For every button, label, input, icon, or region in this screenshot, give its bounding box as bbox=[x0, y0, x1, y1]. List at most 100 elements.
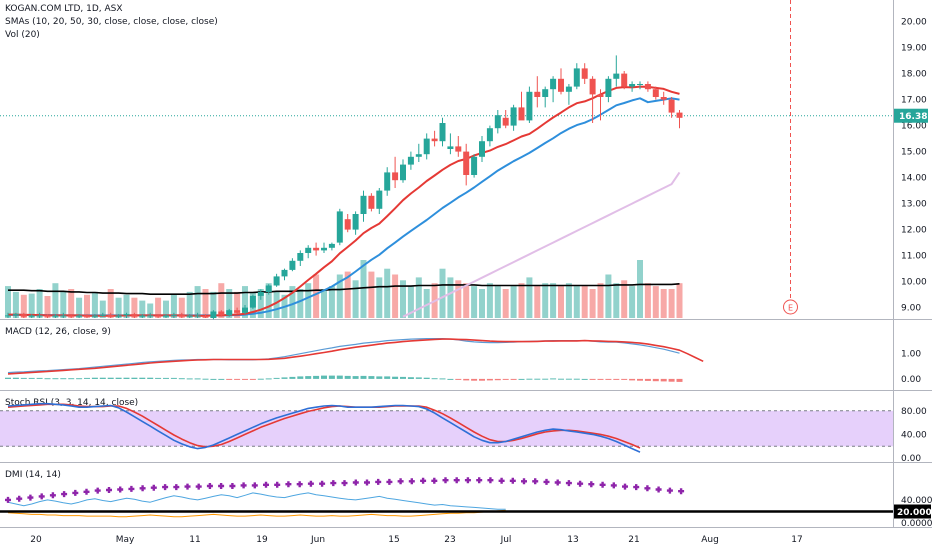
adx-plus-marker bbox=[218, 483, 225, 489]
macd-histogram-bar bbox=[676, 378, 683, 382]
dmi-tick-label: 40.0000 bbox=[901, 496, 932, 506]
volume-bar bbox=[202, 289, 209, 318]
macd-histogram-bar bbox=[273, 377, 280, 379]
volume-bar bbox=[210, 291, 217, 318]
macd-histogram-bar bbox=[352, 376, 359, 379]
macd-histogram-bar bbox=[597, 378, 604, 380]
stoch-tick-label: 40.00 bbox=[901, 430, 927, 440]
macd-histogram-bar bbox=[328, 375, 335, 379]
macd-histogram-bar bbox=[486, 378, 493, 381]
candle-body bbox=[644, 84, 651, 90]
sma20-line bbox=[8, 97, 680, 317]
x-axis-label: 17 bbox=[791, 535, 802, 545]
volume-bar bbox=[392, 274, 399, 318]
adx-plus-marker bbox=[94, 487, 101, 494]
candle-body bbox=[621, 73, 628, 87]
macd-histogram-bar bbox=[392, 376, 399, 379]
volume-bar bbox=[637, 260, 643, 318]
volume-bar bbox=[581, 286, 588, 318]
macd-histogram-bar bbox=[573, 378, 580, 380]
volume-bar bbox=[660, 289, 667, 318]
adx-plus-marker bbox=[195, 483, 202, 490]
adx-plus-marker bbox=[296, 481, 303, 488]
di-plus-line bbox=[7, 492, 506, 510]
macd-histogram-bar bbox=[257, 378, 264, 380]
candle-body bbox=[431, 138, 438, 142]
candle-body bbox=[91, 315, 98, 317]
candle-body bbox=[494, 115, 501, 129]
candle-body bbox=[257, 292, 264, 296]
volume-bar bbox=[28, 293, 35, 318]
candle-body bbox=[328, 243, 335, 248]
macd-histogram-bar bbox=[107, 377, 114, 379]
candle-body bbox=[210, 311, 217, 318]
candle-body bbox=[542, 89, 549, 97]
macd-histogram-bar bbox=[384, 376, 391, 379]
candle-body bbox=[534, 91, 541, 97]
price-tick-label: 17.00 bbox=[901, 96, 927, 106]
candle-body bbox=[234, 310, 241, 313]
volume-bar bbox=[131, 297, 138, 318]
price-tick-label: 19.00 bbox=[901, 44, 927, 54]
adx-plus-marker bbox=[16, 495, 23, 502]
volume-bar bbox=[573, 286, 580, 318]
macd-histogram-bar bbox=[99, 377, 106, 379]
volume-bar bbox=[502, 289, 509, 318]
adx-plus-marker bbox=[644, 485, 651, 492]
adx-plus-marker bbox=[206, 483, 213, 489]
adx-plus-marker bbox=[678, 488, 685, 495]
macd-histogram-bar bbox=[321, 375, 327, 379]
adx-plus-marker bbox=[240, 482, 247, 489]
price-tick-label: 15.00 bbox=[901, 148, 927, 158]
macd-histogram-bar bbox=[336, 375, 343, 379]
adx-plus-marker bbox=[622, 483, 628, 490]
macd-histogram-bar bbox=[305, 376, 312, 379]
volume-bar bbox=[439, 268, 446, 318]
candle-body bbox=[360, 195, 367, 214]
macd-signal-line bbox=[7, 338, 704, 375]
macd-histogram-bar bbox=[84, 377, 90, 379]
macd-histogram-bar bbox=[44, 378, 51, 380]
price-tick-label: 11.00 bbox=[901, 252, 927, 262]
adx-plus-marker bbox=[352, 479, 359, 486]
macd-histogram-bar bbox=[265, 378, 272, 380]
candle-body bbox=[115, 315, 122, 317]
candle-body bbox=[526, 91, 533, 121]
macd-histogram-bar bbox=[155, 377, 162, 379]
adx-plus-marker bbox=[274, 481, 281, 488]
candle-body bbox=[76, 315, 83, 317]
macd-legend: MACD (12, 26, close, 9) bbox=[5, 327, 111, 337]
volume-bar bbox=[542, 283, 549, 318]
volume-bar bbox=[597, 283, 604, 318]
macd-histogram-bar bbox=[479, 378, 485, 381]
candle-body bbox=[36, 315, 43, 317]
volume-bar bbox=[644, 283, 651, 318]
last-price-label: 16.38 bbox=[899, 112, 927, 122]
candle-body bbox=[463, 151, 470, 175]
volume-bar bbox=[5, 286, 11, 318]
candle-body bbox=[44, 315, 51, 317]
macd-histogram-bar bbox=[115, 377, 122, 379]
macd-histogram-bar bbox=[613, 378, 620, 380]
volume-bar bbox=[305, 283, 312, 318]
earnings-marker-label: E bbox=[788, 304, 793, 313]
adx-plus-marker bbox=[498, 477, 505, 484]
macd-histogram-bar bbox=[226, 378, 233, 380]
volume-bar bbox=[360, 260, 367, 318]
candle-body bbox=[637, 84, 643, 85]
x-axis-label: May bbox=[116, 535, 135, 545]
volume-bar bbox=[494, 286, 501, 318]
volume-bar bbox=[336, 274, 343, 318]
volume-bar bbox=[20, 294, 27, 318]
candle-body bbox=[194, 315, 201, 317]
macd-histogram-bar bbox=[400, 376, 406, 379]
candle-body bbox=[652, 89, 659, 97]
volume-bar bbox=[107, 289, 114, 318]
adx-plus-marker bbox=[139, 485, 146, 492]
volume-bar bbox=[52, 283, 59, 318]
candle-body bbox=[558, 78, 564, 92]
adx-plus-marker bbox=[229, 483, 236, 489]
macd-histogram-bar bbox=[565, 378, 572, 380]
adx-plus-marker bbox=[49, 492, 56, 499]
